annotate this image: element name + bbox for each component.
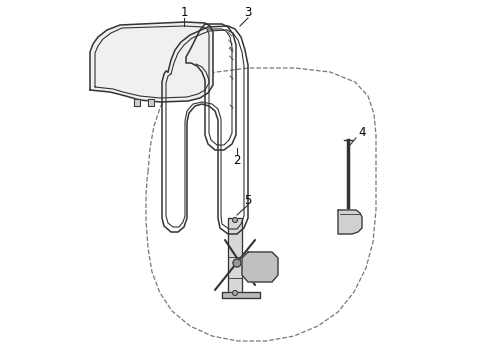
- Polygon shape: [242, 252, 278, 282]
- Polygon shape: [90, 22, 213, 102]
- Polygon shape: [148, 99, 154, 106]
- Polygon shape: [134, 99, 140, 106]
- Text: 2: 2: [233, 153, 241, 166]
- Text: 4: 4: [358, 126, 366, 139]
- Polygon shape: [222, 292, 260, 298]
- Circle shape: [232, 291, 238, 296]
- Polygon shape: [228, 218, 242, 295]
- Circle shape: [232, 217, 238, 222]
- Polygon shape: [338, 210, 362, 234]
- Circle shape: [233, 259, 241, 267]
- Text: 1: 1: [180, 6, 188, 19]
- Text: 5: 5: [245, 194, 252, 207]
- Text: 3: 3: [245, 6, 252, 19]
